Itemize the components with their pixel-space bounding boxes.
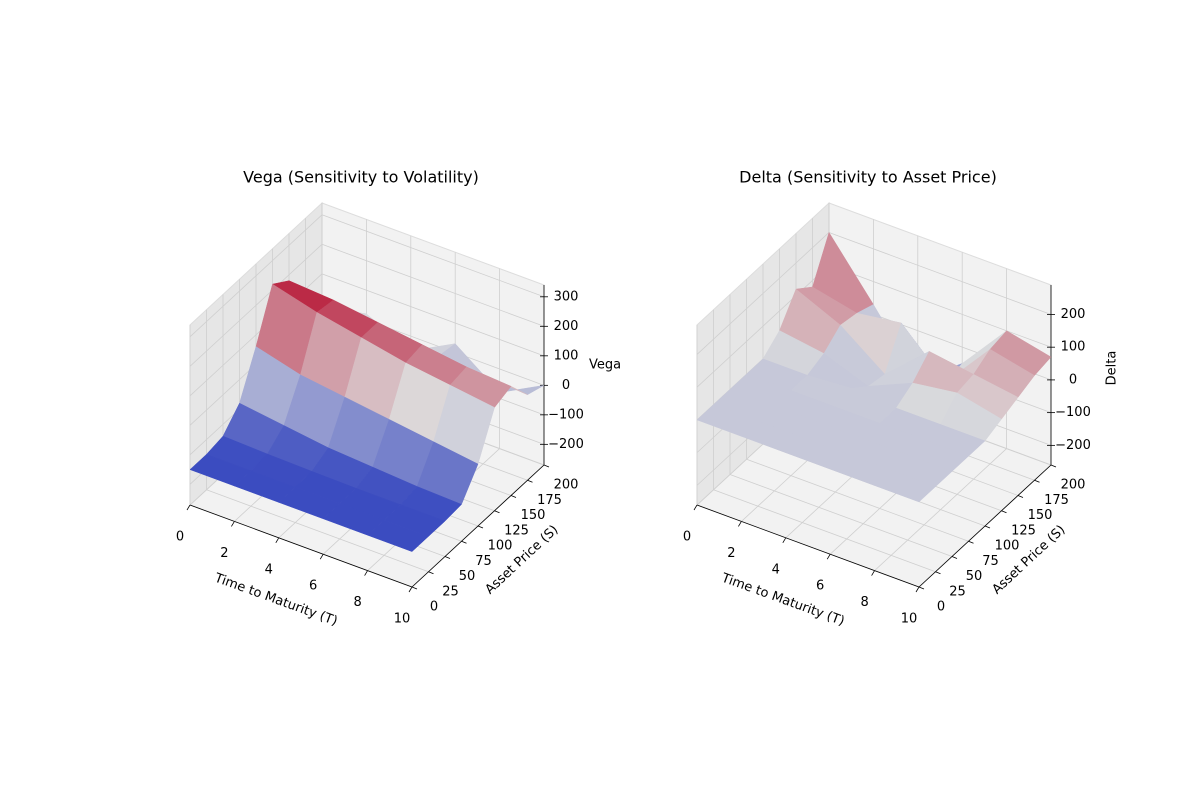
x-axis: [696, 504, 920, 588]
x-axis: [189, 504, 413, 588]
z-tick-label: −200: [548, 437, 584, 452]
y-axis: [918, 464, 1052, 588]
tick-mark: [782, 537, 787, 544]
z-tick-label: 300: [554, 289, 579, 304]
x-tick-label: 4: [265, 562, 273, 577]
x-tick-label: 2: [727, 546, 735, 561]
tick-mark: [693, 504, 698, 511]
y-tick-label: 100: [995, 539, 1020, 554]
tick-mark: [543, 464, 550, 468]
z-tick-label: −100: [1055, 405, 1091, 420]
z-tick-label: 100: [1061, 340, 1086, 355]
tick-mark: [477, 525, 484, 529]
tick-mark: [1001, 510, 1007, 514]
tick-mark: [428, 571, 434, 575]
y-tick-label: 50: [459, 569, 476, 584]
z-tick-label: 200: [554, 319, 579, 334]
x-tick-label: 10: [394, 612, 411, 627]
grid-line: [713, 489, 936, 573]
tick-mark: [1050, 464, 1057, 468]
y-tick-label: 175: [1044, 493, 1069, 508]
y-tick-label: 175: [537, 493, 562, 508]
grid-line: [189, 244, 323, 367]
z-tick-label: 0: [562, 378, 570, 393]
tick-mark: [411, 586, 418, 590]
grid-line: [828, 264, 1052, 348]
tick-mark: [510, 495, 517, 498]
chart-title: Vega (Sensitivity to Volatility): [243, 168, 479, 187]
y-tick-label: 25: [442, 584, 459, 599]
tick-mark: [968, 540, 974, 544]
surface-patch: [367, 519, 429, 552]
y-tick-label: 100: [488, 539, 513, 554]
tick-mark: [527, 479, 533, 483]
tick-mark: [444, 556, 451, 559]
x-tick-label: 6: [309, 579, 317, 594]
x-axis-label: Time to Maturity (T): [212, 570, 340, 629]
tick-mark: [408, 586, 413, 593]
grid-line: [206, 489, 429, 573]
y-tick-label: 25: [949, 584, 966, 599]
tick-mark: [918, 586, 925, 590]
z-tick-label: −200: [1055, 438, 1091, 453]
y-tick-label: 150: [1028, 508, 1053, 523]
tick-mark: [364, 570, 368, 576]
tick-mark: [915, 586, 920, 593]
tick-mark: [935, 571, 941, 575]
z-tick-label: −100: [548, 407, 584, 422]
y-tick-label: 125: [504, 523, 529, 538]
tick-mark: [871, 570, 875, 576]
grid-line: [746, 458, 969, 542]
chart-title: Delta (Sensitivity to Asset Price): [739, 168, 997, 187]
x-tick-label: 10: [901, 612, 918, 627]
tick-mark: [951, 556, 958, 559]
y-tick-label: 125: [1011, 523, 1036, 538]
tick-mark: [275, 537, 280, 544]
tick-mark: [461, 540, 467, 544]
y-tick-label: 200: [554, 478, 579, 493]
grid-line: [729, 474, 953, 557]
tick-mark: [319, 553, 324, 560]
x-tick-label: 6: [816, 579, 824, 594]
y-tick-label: 75: [982, 554, 999, 569]
y-tick-label: 200: [1061, 478, 1086, 493]
y-tick-label: 50: [966, 569, 983, 584]
x-tick-label: 0: [176, 530, 184, 545]
tick-mark: [984, 525, 991, 529]
grid-line: [696, 232, 830, 355]
y-tick-label: 0: [430, 600, 438, 615]
tick-mark: [186, 504, 191, 511]
grid-line: [321, 273, 545, 357]
z-tick-label: 0: [1069, 372, 1077, 387]
y-tick-label: 75: [475, 554, 492, 569]
grid-line: [321, 214, 545, 298]
grid-line: [696, 264, 830, 388]
x-tick-label: 8: [353, 595, 361, 610]
tick-mark: [1017, 495, 1024, 498]
y-axis: [411, 464, 545, 588]
grid-line: [828, 232, 1052, 315]
tick-mark: [1034, 479, 1040, 483]
grid-line: [321, 243, 545, 327]
z-tick-label: 200: [1061, 307, 1086, 322]
z-tick-label: 100: [554, 348, 579, 363]
z-axis-label: Vega: [589, 358, 621, 373]
y-tick-label: 150: [521, 508, 546, 523]
tick-mark: [231, 521, 235, 527]
tick-mark: [494, 510, 500, 514]
tick-mark: [738, 521, 742, 527]
z-axis-label: Delta: [1105, 351, 1120, 386]
y-tick-label: 0: [937, 600, 945, 615]
x-tick-label: 2: [220, 546, 228, 561]
x-axis-label: Time to Maturity (T): [719, 570, 847, 629]
x-tick-label: 8: [860, 595, 868, 610]
grid-line: [189, 214, 323, 338]
x-tick-label: 4: [772, 562, 780, 577]
surface-patch: [874, 469, 936, 503]
tick-mark: [826, 553, 831, 560]
x-tick-label: 0: [683, 530, 691, 545]
